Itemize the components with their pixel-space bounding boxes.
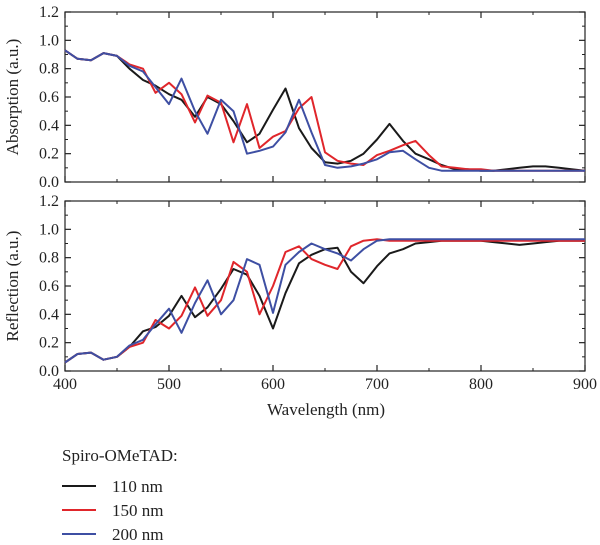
absorption-panel: 0.0 0.2 0.4 0.6 0.8 1.0 1.2 Absorption (a.u.) xyxy=(3,4,586,191)
absorption-series-line-200nm xyxy=(64,49,585,172)
reflection-y-tick-label: 0.6 xyxy=(39,278,59,295)
absorption-y-tick-label: 0.8 xyxy=(39,61,59,78)
absorption-y-tick-label: 0.6 xyxy=(39,89,59,106)
reflection-panel: 0.0 0.2 0.4 0.6 0.8 1.0 1.2 400 500 600 700 800 900 R… xyxy=(3,193,597,393)
reflection-series-line-150nm xyxy=(64,238,585,364)
reflection-y-tick-label: 1.0 xyxy=(39,221,59,238)
reflection-x-tick-label: 400 xyxy=(53,376,77,393)
legend: Spiro-OMeTAD: 110 nm 150 nm 200 nm xyxy=(62,446,178,544)
legend-label-110nm: 110 nm xyxy=(112,477,163,496)
reflection-y-axis-title: Reflection (a.u.) xyxy=(3,231,22,342)
legend-label-200nm: 200 nm xyxy=(112,525,163,544)
absorption-y-tick-label: 0.2 xyxy=(39,146,59,163)
absorption-plot-frame xyxy=(64,11,586,183)
reflection-x-tick-label: 700 xyxy=(365,376,389,393)
absorption-y-tick-label: 1.2 xyxy=(39,4,59,21)
reflection-y-tick-label: 1.2 xyxy=(39,193,59,210)
absorption-y-axis-title: Absorption (a.u.) xyxy=(3,39,22,156)
legend-label-150nm: 150 nm xyxy=(112,501,163,520)
absorption-series-line-150nm xyxy=(64,49,585,172)
reflection-plot-frame xyxy=(64,200,586,372)
reflection-x-tick-label: 900 xyxy=(573,376,597,393)
reflection-x-tick-label: 600 xyxy=(261,376,285,393)
reflection-y-tick-label: 0.0 xyxy=(39,363,59,380)
reflection-series-line-200nm xyxy=(64,238,585,364)
absorption-y-tick-label: 0.4 xyxy=(39,117,59,134)
reflection-x-tick-label: 500 xyxy=(157,376,181,393)
legend-title: Spiro-OMeTAD: xyxy=(62,446,178,465)
reflection-series-line-110nm xyxy=(64,239,585,364)
reflection-x-tick-label: 800 xyxy=(469,376,493,393)
absorption-y-tick-label: 1.0 xyxy=(39,32,59,49)
reflection-y-tick-label: 0.2 xyxy=(39,335,59,352)
reflection-y-tick-label: 0.4 xyxy=(39,306,59,323)
x-axis-title: Wavelength (nm) xyxy=(267,400,385,419)
reflection-y-tick-label: 0.8 xyxy=(39,250,59,267)
absorption-y-tick-label: 0.0 xyxy=(39,174,59,191)
